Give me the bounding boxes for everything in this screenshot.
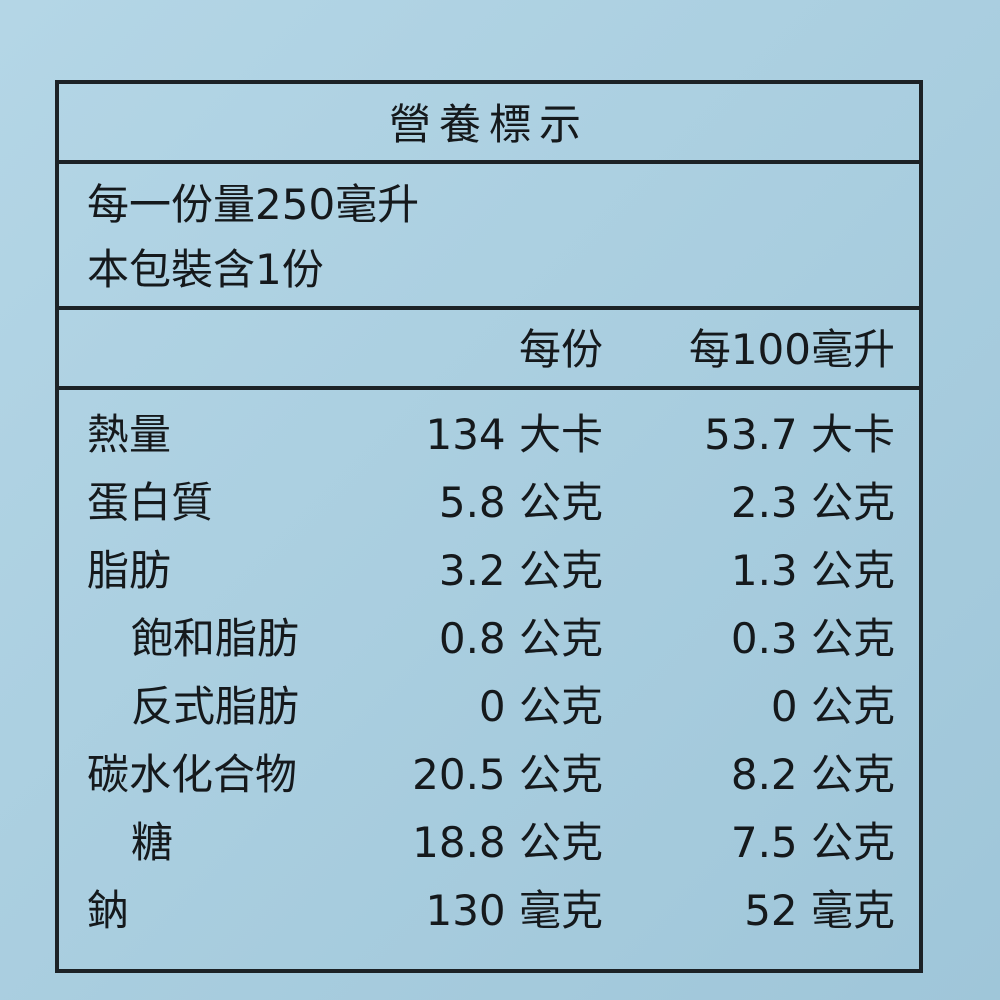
- divider: [59, 386, 919, 390]
- per-serving-value: 134 大卡: [425, 410, 603, 459]
- column-header: 每份: [518, 325, 603, 374]
- nutrient-name: 糖: [131, 818, 174, 867]
- serving-size: 每一份量250毫升: [87, 180, 420, 229]
- nutrient-name: 脂肪: [87, 546, 172, 595]
- per-serving-value: 0.8 公克: [438, 614, 603, 663]
- nutrient-name: 飽和脂肪: [131, 614, 300, 663]
- title: 營養標示: [388, 100, 589, 149]
- nutrient-name: 反式脂肪: [131, 682, 300, 731]
- column-header: 每100毫升: [688, 325, 895, 374]
- nutrient-name: 熱量: [87, 410, 172, 459]
- per-100ml-value: 8.2 公克: [730, 750, 895, 799]
- divider: [59, 160, 919, 164]
- nutrient-name: 碳水化合物: [87, 750, 298, 799]
- nutrition-label: 營養標示 每一份量250毫升 本包裝含1份 每份 每100毫升 熱量 134 大卡…: [55, 80, 923, 973]
- nutrient-name: 鈉: [87, 886, 130, 935]
- nutrient-name: 蛋白質: [87, 478, 214, 527]
- per-100ml-value: 52 毫克: [744, 886, 895, 935]
- per-100ml-value: 2.3 公克: [730, 478, 895, 527]
- per-serving-value: 18.8 公克: [412, 818, 603, 867]
- per-100ml-value: 7.5 公克: [730, 818, 895, 867]
- per-serving-value: 3.2 公克: [438, 546, 603, 595]
- per-100ml-value: 1.3 公克: [730, 546, 895, 595]
- per-100ml-value: 0.3 公克: [730, 614, 895, 663]
- servings-per-package: 本包裝含1份: [87, 245, 324, 294]
- per-100ml-value: 53.7 大卡: [704, 410, 895, 459]
- per-serving-value: 5.8 公克: [438, 478, 603, 527]
- per-serving-value: 0 公克: [478, 682, 603, 731]
- per-100ml-value: 0 公克: [770, 682, 895, 731]
- per-serving-value: 130 毫克: [425, 886, 603, 935]
- per-serving-value: 20.5 公克: [412, 750, 603, 799]
- divider: [59, 306, 919, 310]
